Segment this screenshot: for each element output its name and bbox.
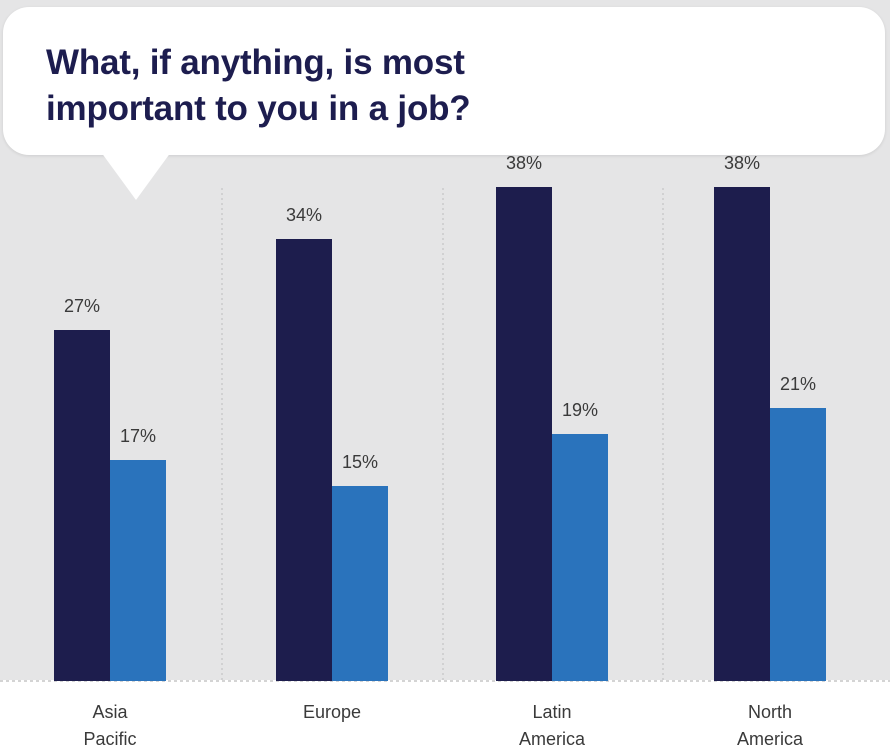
value-label: 27%	[64, 296, 100, 316]
category-label: Asia Pacific	[83, 702, 136, 749]
title-callout	[3, 7, 885, 155]
bar-series-1-2	[496, 187, 552, 681]
bars	[54, 187, 826, 681]
value-label: 19%	[562, 400, 598, 420]
value-label: 34%	[286, 205, 322, 225]
bar-series-2-2	[552, 434, 608, 681]
value-label: 38%	[724, 153, 760, 173]
callout-pointer	[101, 152, 171, 200]
bar-series-2-0	[110, 460, 166, 681]
bar-series-1-0	[54, 330, 110, 681]
bar-series-2-1	[332, 486, 388, 681]
chart-title: What, if anything, is most important to …	[46, 43, 471, 128]
value-label: 17%	[120, 426, 156, 446]
value-label: 38%	[506, 153, 542, 173]
bar-series-1-3	[714, 187, 770, 681]
category-label: Europe	[303, 702, 361, 722]
value-label: 21%	[780, 374, 816, 394]
value-label: 15%	[342, 452, 378, 472]
category-labels: Asia Pacific Europe Latin America North Americ…	[83, 702, 804, 749]
category-label: North America	[737, 702, 804, 749]
bar-series-1-1	[276, 239, 332, 681]
category-label: Latin America	[519, 702, 586, 749]
category-dividers	[221, 188, 664, 681]
value-labels: 27% 34% 38% 38% 17% 15% 19% 21%	[64, 153, 816, 472]
bar-series-2-3	[770, 408, 826, 681]
